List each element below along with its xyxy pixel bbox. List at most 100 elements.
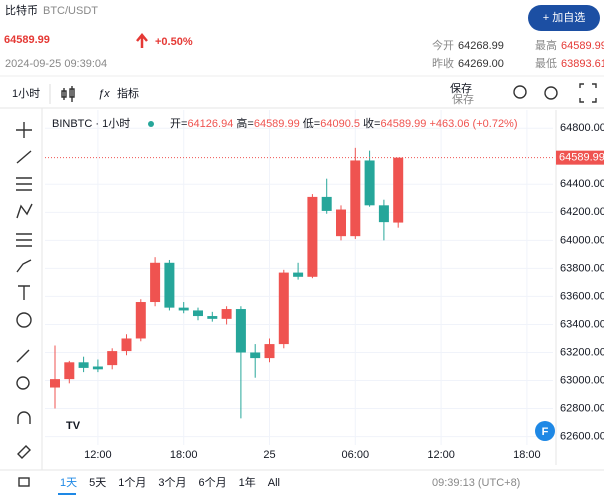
chart-type-icon[interactable]: [61, 86, 75, 102]
candle-body: [336, 209, 346, 237]
indicator[interactable]: 指标: [117, 86, 139, 100]
range-button[interactable]: 6个月: [199, 476, 227, 489]
range-button[interactable]: 1天: [60, 477, 77, 489]
candle-body: [293, 272, 304, 277]
ohlc-label: 收=: [363, 116, 380, 130]
interval[interactable]: 1小时: [12, 87, 40, 100]
range-button[interactable]: 1个月: [118, 476, 146, 489]
candle-body: [321, 196, 332, 211]
candle-body: [264, 344, 275, 359]
candle-body: [107, 351, 118, 366]
zoom-tool[interactable]: [16, 376, 30, 390]
lock-tool[interactable]: [18, 477, 30, 487]
range-button[interactable]: 5天: [89, 477, 106, 489]
clock: 09:39:13 (UTC+8): [432, 477, 520, 489]
candle-body: [221, 309, 232, 319]
save-sub[interactable]: 保存: [452, 92, 474, 106]
y-tick-label: 63600.00: [560, 290, 604, 302]
save[interactable]: 保存: [450, 81, 472, 95]
ohlc-value: 64589.99: [380, 118, 426, 130]
candle-body: [350, 160, 361, 237]
candle-body: [92, 366, 103, 370]
add-watch-label[interactable]: + 加自选: [543, 11, 585, 24]
candle-body: [278, 272, 289, 345]
stat-label: 今开: [432, 38, 454, 52]
price-tag-label: 64589.99: [559, 152, 604, 164]
alert-icon[interactable]: [513, 85, 527, 99]
lock-draw-tool[interactable]: [17, 445, 31, 459]
price: 64589.99: [4, 34, 50, 46]
ohlc-value: 64126.94: [187, 118, 233, 130]
candle-body: [193, 310, 203, 317]
badge-text: F: [542, 426, 549, 438]
candle-body: [50, 379, 60, 388]
stat-label: 最低: [535, 57, 557, 70]
x-tick-label: 12:00: [427, 449, 455, 461]
fx-icon[interactable]: ƒx: [98, 88, 110, 100]
brush-tool[interactable]: [16, 259, 32, 273]
settings-icon[interactable]: [544, 86, 558, 100]
tv-logo: TV: [66, 420, 81, 432]
badge: [535, 421, 555, 441]
x-tick-label: 06:00: [342, 449, 370, 461]
y-tick-label: 63200.00: [560, 346, 604, 358]
y-tick-label: 64000.00: [560, 234, 604, 246]
range-button[interactable]: 3个月: [158, 476, 186, 489]
ohlc-label: 高=: [236, 116, 253, 130]
ohlc-legend: 开=64126.94 高=64589.99 低=64090.5 收=64589.…: [170, 116, 518, 130]
y-tick-label: 62800.00: [560, 402, 604, 414]
range-button[interactable]: All: [268, 477, 280, 489]
ohlc-label: 开=: [170, 118, 187, 130]
y-tick-label: 62600.00: [560, 430, 604, 442]
candle-body: [78, 362, 89, 368]
y-tick-label: 64400.00: [560, 178, 604, 190]
text-tool[interactable]: [18, 285, 30, 300]
candle-body: [393, 157, 404, 223]
candle-body: [378, 205, 389, 223]
line-tool[interactable]: [16, 150, 32, 164]
candle-body: [307, 196, 318, 277]
x-tick-label: 18:00: [170, 449, 198, 461]
status-dot: [148, 121, 154, 127]
y-tick-label: 64800.00: [560, 122, 604, 134]
channel-tool[interactable]: [16, 177, 32, 191]
coin-name: 比特币: [5, 3, 38, 17]
y-tick-label: 63400.00: [560, 318, 604, 330]
up-arrow: [136, 33, 148, 48]
candle-body: [235, 309, 246, 353]
tool-sidebar: [16, 122, 33, 487]
timestamp: 2024-09-25 09:39:04: [5, 58, 107, 70]
x-tick-label: 12:00: [84, 449, 112, 461]
x-tick-label: 25: [263, 449, 275, 461]
candle-body: [64, 362, 75, 380]
candle-body: [164, 262, 175, 308]
fullscreen-icon[interactable]: [579, 83, 597, 103]
stat-value: 63893.61: [561, 58, 604, 70]
ohlc-value: 64589.99: [254, 118, 300, 130]
fib-tool[interactable]: [16, 233, 32, 247]
range-button[interactable]: 1年: [239, 475, 256, 489]
crosshair-tool[interactable]: [16, 122, 32, 138]
magnet-tool[interactable]: [17, 411, 31, 424]
pattern-tool[interactable]: [16, 203, 33, 219]
stat-value: 64589.99: [561, 40, 604, 52]
symbol: BINBTC · 1小时: [52, 117, 130, 130]
candle-body: [178, 307, 189, 311]
add-watch-button[interactable]: [528, 5, 600, 31]
candle-body: [121, 338, 132, 352]
candle-body: [364, 160, 375, 206]
pair: BTC/USDT: [43, 5, 98, 17]
measure-tool[interactable]: [16, 349, 30, 363]
stat-value: 64268.99: [458, 40, 504, 52]
x-tick-label: 18:00: [513, 449, 541, 461]
stat-label: 最高: [535, 38, 557, 52]
emoji-tool[interactable]: [16, 312, 32, 328]
stat-label: 昨收: [432, 56, 454, 70]
y-tick-label: 64200.00: [560, 206, 604, 218]
ohlc-label: 低=: [303, 117, 320, 130]
candle-body: [150, 262, 161, 303]
ohlc-change: +463.06 (+0.72%): [429, 118, 517, 130]
price-tag: [556, 150, 604, 165]
candle-body: [207, 316, 218, 319]
